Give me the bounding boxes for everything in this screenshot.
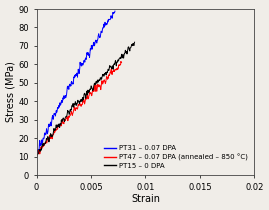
X-axis label: Strain: Strain	[131, 194, 160, 205]
PT47 – 0.07 DPA (annealed – 850 °C)	[85, 96, 89, 98]
PT47 – 0.07 DPA (annealed – 850 °C)	[112, 69, 115, 71]
PT15 – 0 DPA	[61, 118, 64, 120]
PT31 – 0.07 DPA	[82, 63, 85, 65]
Y-axis label: Stress (MPa): Stress (MPa)	[6, 62, 16, 122]
PT47 – 0.07 DPA (annealed – 850 °C)	[35, 154, 38, 157]
PT31 – 0.07 DPA	[35, 152, 38, 155]
PT15 – 0 DPA	[87, 91, 90, 94]
PT47 – 0.07 DPA (annealed – 850 °C)	[119, 60, 123, 63]
PT31 – 0.07 DPA	[81, 64, 84, 66]
PT31 – 0.07 DPA	[101, 28, 104, 30]
PT47 – 0.07 DPA (annealed – 850 °C)	[87, 97, 90, 99]
PT15 – 0 DPA	[35, 156, 38, 158]
Line: PT47 – 0.07 DPA (annealed – 850 °C): PT47 – 0.07 DPA (annealed – 850 °C)	[37, 61, 122, 155]
PT47 – 0.07 DPA (annealed – 850 °C)	[35, 153, 38, 156]
PT15 – 0 DPA	[129, 47, 132, 49]
PT15 – 0 DPA	[132, 42, 135, 45]
PT15 – 0 DPA	[80, 99, 83, 101]
Line: PT15 – 0 DPA: PT15 – 0 DPA	[37, 42, 134, 157]
PT31 – 0.07 DPA	[35, 150, 38, 153]
PT31 – 0.07 DPA	[113, 10, 116, 12]
PT47 – 0.07 DPA (annealed – 850 °C)	[107, 77, 110, 80]
PT47 – 0.07 DPA (annealed – 850 °C)	[120, 61, 123, 64]
PT15 – 0 DPA	[133, 41, 136, 43]
PT31 – 0.07 DPA	[106, 20, 109, 23]
PT31 – 0.07 DPA	[83, 59, 86, 62]
PT47 – 0.07 DPA (annealed – 850 °C)	[86, 93, 89, 96]
Line: PT31 – 0.07 DPA: PT31 – 0.07 DPA	[37, 11, 115, 154]
PT15 – 0 DPA	[93, 82, 96, 85]
Legend: PT31 – 0.07 DPA, PT47 – 0.07 DPA (annealed – 850 °C), PT15 – 0 DPA: PT31 – 0.07 DPA, PT47 – 0.07 DPA (anneal…	[101, 143, 251, 172]
